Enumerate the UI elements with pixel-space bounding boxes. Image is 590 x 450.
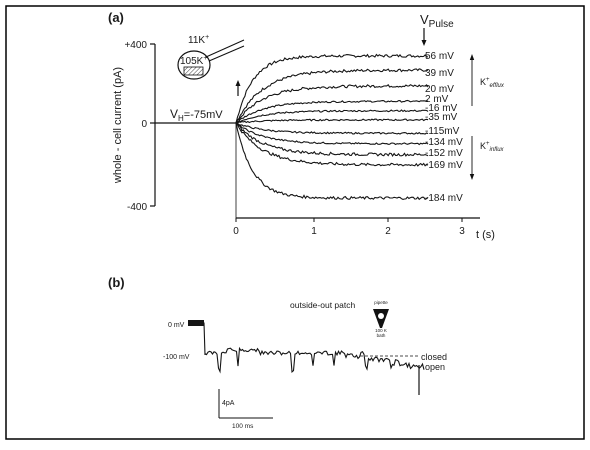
pipette-tip xyxy=(378,313,384,319)
pulse-label: VPulse xyxy=(420,12,454,30)
current-traces xyxy=(235,53,429,201)
x-tick-label: 1 xyxy=(311,226,317,237)
current-trace xyxy=(235,84,429,124)
current-trace xyxy=(235,99,429,124)
x-tick-label: 3 xyxy=(459,226,465,237)
inset-int-label: 105K+ xyxy=(180,55,207,67)
efflux-label: K+efflux xyxy=(480,77,505,89)
onset-arrow-head xyxy=(235,80,241,86)
y-ticks: +400 0 -400 xyxy=(124,40,155,213)
current-trace xyxy=(235,118,429,124)
voltage-label: -115mV xyxy=(425,126,460,137)
voltage-label: -35 mV xyxy=(425,112,458,123)
x-axis-label: t (s) xyxy=(476,229,495,241)
voltage-label: 2 mV xyxy=(425,94,449,105)
figure-border xyxy=(5,5,585,440)
voltage-label: 56 mV xyxy=(425,51,454,62)
influx-arrow-head xyxy=(469,174,475,180)
current-trace xyxy=(235,122,429,157)
inset-ext-label: 11K+ xyxy=(188,34,209,46)
voltage-label: -184 mV xyxy=(425,193,463,204)
voltage-label: -134 mV xyxy=(425,137,463,148)
patch-title: outside-out patch xyxy=(290,300,355,310)
y-tick-label: -400 xyxy=(127,202,147,213)
open-label: open xyxy=(425,362,445,372)
voltage-label: 39 mV xyxy=(425,68,454,79)
pipette-label: pipette xyxy=(374,300,388,305)
level-0mv-label: 0 mV xyxy=(168,322,185,329)
current-trace xyxy=(235,122,429,135)
current-trace xyxy=(235,68,429,125)
y-axis-label: whole - cell current (pA) xyxy=(112,67,124,184)
influx-label: K+influx xyxy=(480,141,505,153)
x-ticks: 0 1 2 3 xyxy=(233,218,465,237)
panel-a-label: (a) xyxy=(108,10,124,25)
step-block xyxy=(188,320,204,326)
current-trace xyxy=(235,109,429,125)
influx-bracket: K+influx xyxy=(469,136,505,180)
current-trace xyxy=(235,121,429,201)
x-tick-label: 0 xyxy=(233,226,239,237)
voltage-label: -16 mV xyxy=(425,103,458,114)
pipette-line-1 xyxy=(205,39,245,58)
x-tick-label: 2 xyxy=(385,226,391,237)
efflux-arrow-head xyxy=(469,54,475,60)
hatch-region xyxy=(183,66,204,76)
voltage-label: -152 mV xyxy=(425,148,463,159)
bath-label: bath xyxy=(377,333,386,338)
voltage-label: -169 mV xyxy=(425,160,463,171)
efflux-bracket: K+efflux xyxy=(469,54,505,106)
holding-potential-label: VH=-75mV xyxy=(170,107,223,123)
current-scale-label: 4pA xyxy=(222,400,235,407)
pulse-arrow-head xyxy=(421,40,427,46)
current-trace xyxy=(235,122,429,167)
voltage-label: 20 mV xyxy=(425,84,454,95)
voltage-labels: 56 mV 39 mV 20 mV2 mV-16 mV-35 mV -115mV-13… xyxy=(425,51,463,204)
current-trace xyxy=(235,53,429,124)
y-tick-label: 0 xyxy=(141,119,147,130)
pipette-icon: pipette 100 K bath xyxy=(373,300,389,338)
pipette-line-2 xyxy=(208,45,245,62)
channel-trace-path xyxy=(188,322,425,374)
closed-label: closed xyxy=(421,352,447,362)
y-tick-label: +400 xyxy=(124,40,147,51)
time-scale-label: 100 ms xyxy=(232,423,254,430)
current-trace xyxy=(235,122,429,146)
panel-b-label: (b) xyxy=(108,275,125,290)
bath-value: 100 K xyxy=(375,328,387,333)
inset-diagram: 11K+ 105K+ xyxy=(177,34,245,80)
level-100mv-label: -100 mV xyxy=(163,354,190,361)
single-channel-trace xyxy=(188,320,425,395)
